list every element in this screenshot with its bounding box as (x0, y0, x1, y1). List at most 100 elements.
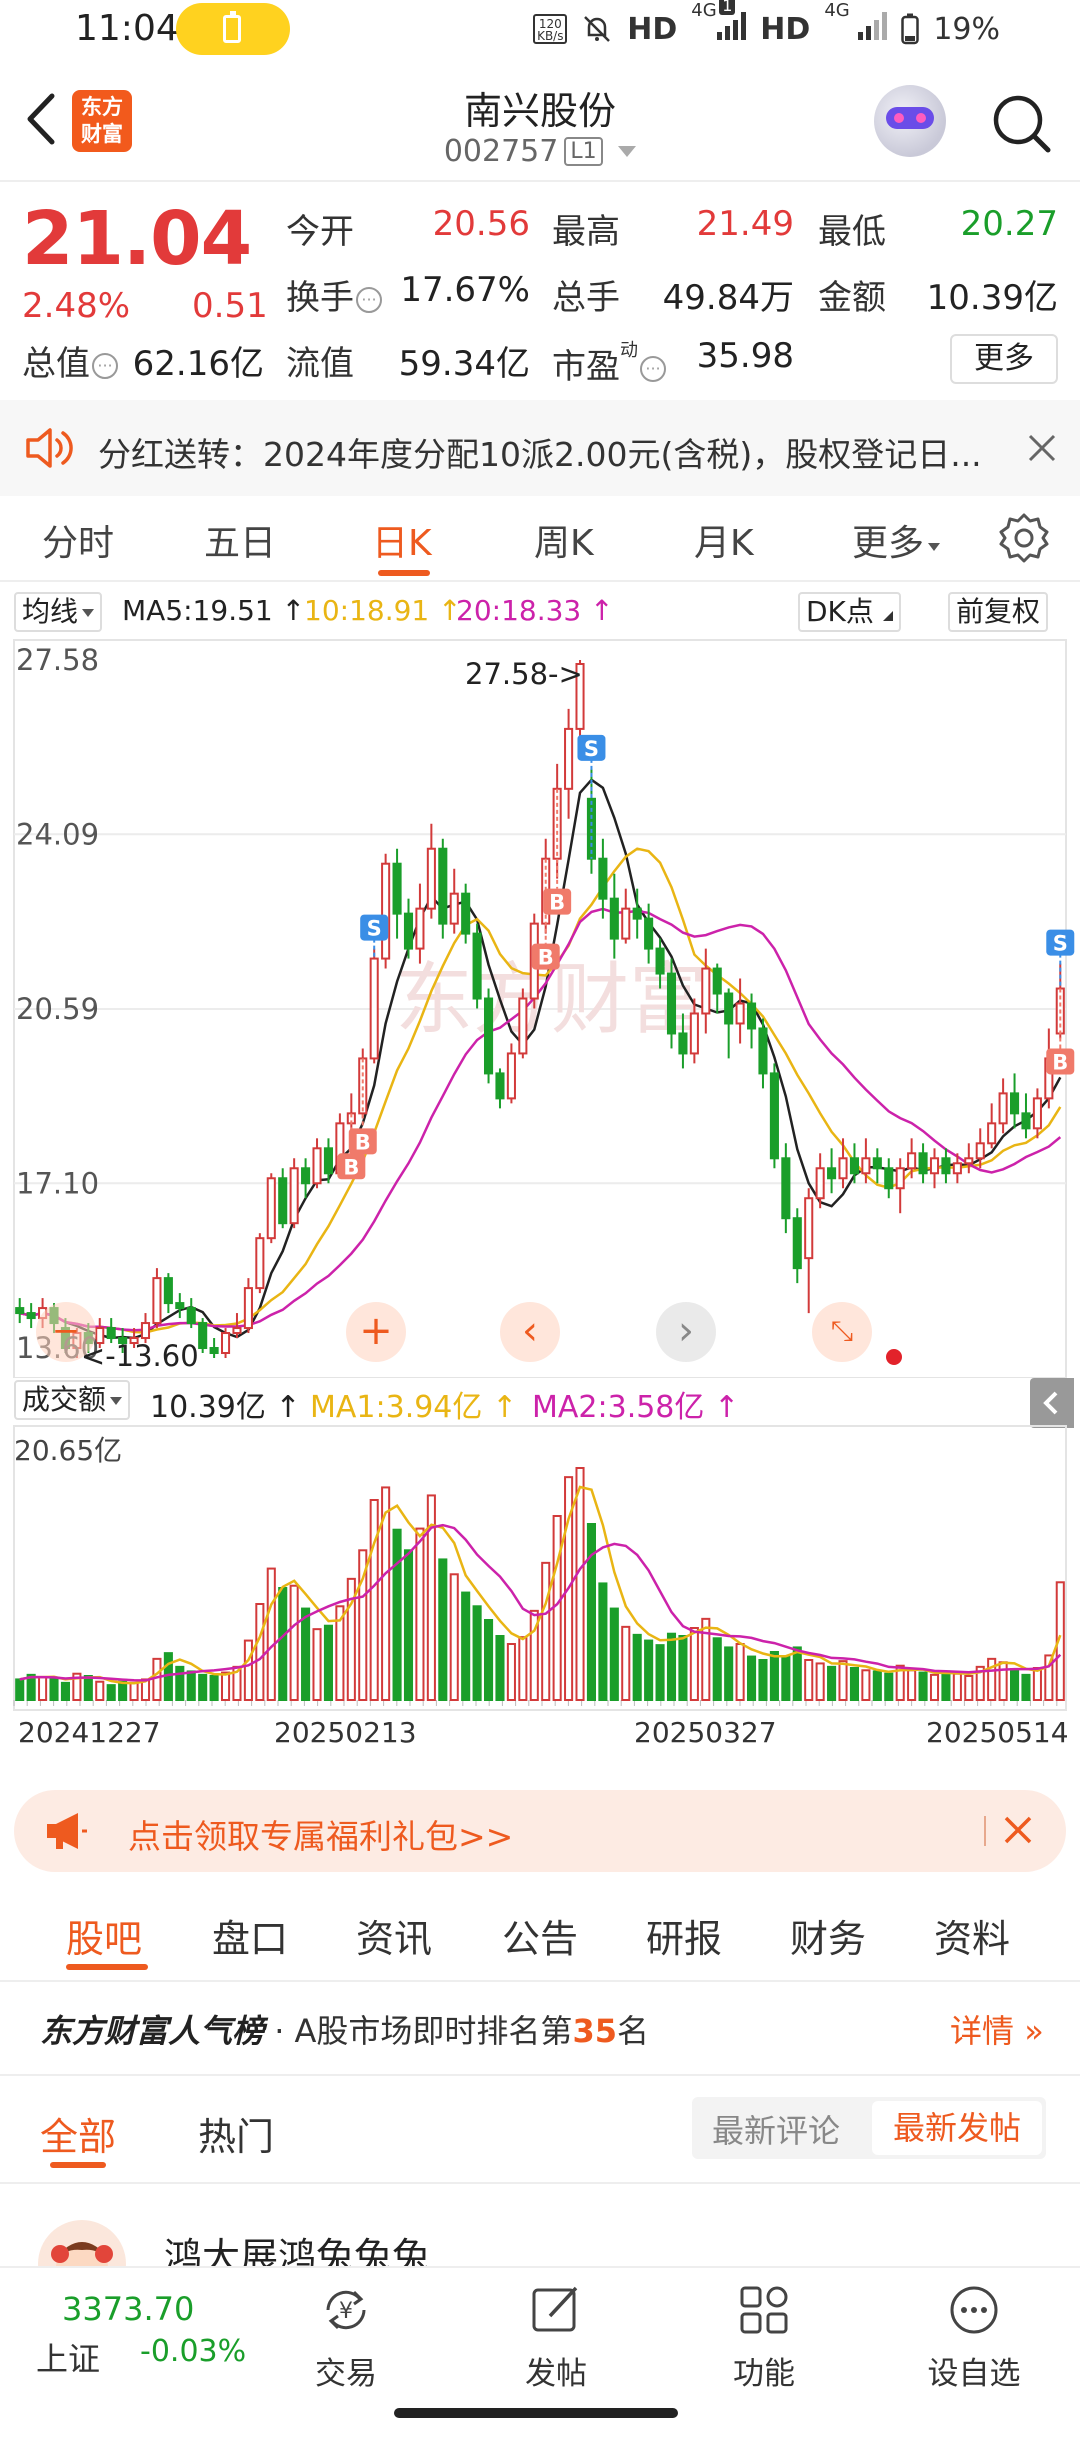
candle (1021, 1112, 1031, 1130)
megaphone-icon (47, 1813, 87, 1849)
back-icon[interactable] (22, 90, 62, 148)
sort-latest-post[interactable]: 最新发帖 (872, 2101, 1042, 2155)
volume-bar-chart: 20.65亿 (13, 1425, 1067, 1711)
status-time: 11:04 (75, 8, 179, 49)
ranking-prefix: · A股市场即时排名第 (274, 2012, 573, 2050)
candle (941, 1157, 951, 1175)
feed-tab-all[interactable]: 全部 (40, 2115, 117, 2159)
sell-signal-marker (1046, 929, 1075, 956)
tab-order-book[interactable]: 盘口 (212, 1917, 289, 1961)
volume-bar (827, 1665, 837, 1702)
search-icon[interactable] (990, 92, 1054, 156)
volume-bar (895, 1664, 905, 1701)
sort-latest-comment[interactable]: 最新评论 (712, 2112, 841, 2150)
battery-charging-icon (223, 11, 241, 43)
content-tabs-divider (0, 1980, 1080, 1982)
tab-daily-k[interactable]: 日K (372, 523, 432, 564)
turnover-label[interactable]: 换手 ··· (286, 270, 382, 319)
low-label: 最低 (818, 212, 886, 252)
signal-letter: B (355, 1130, 371, 1154)
zoom-out-button[interactable]: − (36, 1302, 96, 1362)
y-tick-label: 27.58 (16, 643, 99, 677)
volume-ma2-label: MA2:3.58亿 ↑ (532, 1390, 740, 1425)
open-label: 今开 (286, 212, 354, 252)
volume-bar (655, 1644, 665, 1701)
index-value[interactable]: 3373.70 (62, 2290, 195, 2328)
candle (724, 992, 734, 1025)
volume-bar (426, 1494, 436, 1701)
signal-1-icon (717, 10, 747, 40)
candle (426, 847, 436, 910)
candle (701, 967, 711, 1015)
battery-percent: 19% (933, 11, 1000, 47)
volume-bar (72, 1672, 82, 1701)
promo-separator (984, 1816, 986, 1846)
chevron-down-icon (82, 609, 95, 617)
volume-bar (758, 1659, 768, 1701)
collapse-panel-button[interactable] (1030, 1378, 1074, 1428)
tab-news[interactable]: 资讯 (356, 1917, 433, 1961)
fullscreen-button[interactable]: ⤡ (812, 1302, 872, 1362)
tab-monthly-k[interactable]: 月K (694, 523, 754, 564)
tab-research[interactable]: 研报 (646, 1917, 723, 1961)
gear-icon[interactable] (998, 512, 1050, 564)
tab-more[interactable]: 更多 (852, 514, 941, 566)
adjust-button[interactable]: 前复权 (948, 592, 1049, 632)
volume-bar (678, 1635, 688, 1701)
dividend-banner[interactable] (0, 400, 1080, 496)
nav-features[interactable]: 功能 (694, 2268, 834, 2392)
nav-post[interactable]: 发帖 (486, 2268, 626, 2392)
stock-name: 南兴股份 (463, 89, 616, 133)
stock-code-row[interactable]: 002757 L1 (0, 134, 1080, 169)
volume-bar (301, 1607, 311, 1701)
tab-announcements[interactable]: 公告 (502, 1917, 579, 1961)
candle (506, 1052, 516, 1100)
tab-five-day[interactable]: 五日 (204, 523, 277, 564)
tab-intraday[interactable]: 分时 (42, 523, 115, 564)
zoom-in-button[interactable]: + (346, 1302, 406, 1362)
tab-profile[interactable]: 资料 (934, 1917, 1011, 1961)
live-dot (886, 1349, 902, 1365)
home-indicator[interactable] (394, 2408, 678, 2418)
nav-add-watchlist[interactable]: 设自选 (904, 2268, 1044, 2392)
dk-point-select[interactable]: DK点 (798, 592, 901, 632)
pe-label[interactable]: 市盈动··· (552, 336, 666, 388)
tab-guba[interactable]: 股吧 (66, 1917, 143, 1961)
close-icon[interactable] (1024, 430, 1060, 466)
candle (289, 1167, 299, 1225)
volume-bar (907, 1669, 917, 1702)
candle (461, 892, 471, 935)
scroll-right-button[interactable]: › (656, 1302, 716, 1362)
volume-bar (884, 1672, 894, 1701)
tab-weekly-k[interactable]: 周K (534, 523, 594, 564)
volume-bar (38, 1676, 48, 1701)
scroll-left-button[interactable]: ‹ (500, 1302, 560, 1362)
ranking-detail-link[interactable]: 详情 » (950, 2012, 1044, 2050)
ai-assistant-robot-icon[interactable] (874, 85, 946, 157)
close-icon[interactable] (1000, 1812, 1036, 1848)
status-bar: 11:04 120 KB/s HD 4G 1 HD 4G 19% (0, 0, 1080, 60)
market-cap-label[interactable]: 总值 ··· (22, 336, 118, 385)
nav-trade[interactable]: ¥ 交易 (276, 2268, 416, 2392)
feed-tab-hot[interactable]: 热门 (198, 2115, 275, 2159)
more-quote-button[interactable]: 更多 (950, 334, 1058, 384)
volume-indicator-row: 成交额 10.39亿 ↑ MA1:3.94亿 ↑ MA2:3.58亿 ↑ (14, 1380, 1074, 1425)
volume-bar (529, 1609, 539, 1702)
volume-bar (506, 1643, 516, 1701)
signal-letter: S (584, 737, 599, 761)
market-cap-value: 62.16亿 (132, 344, 264, 384)
popularity-ranking[interactable]: 东方财富人气榜 · A股市场即时排名第35名 (40, 2006, 649, 2052)
index-name[interactable]: 上证 (36, 2340, 101, 2378)
ma-select[interactable]: 均线 (14, 592, 103, 632)
tab-financials[interactable]: 财务 (790, 1917, 867, 1961)
volume-bar (849, 1667, 860, 1701)
promo-banner[interactable] (14, 1790, 1066, 1872)
chevron-down-icon (618, 146, 637, 157)
volume-type-select[interactable]: 成交额 (14, 1380, 131, 1420)
volume-bar (941, 1670, 951, 1702)
nav-trade-label: 交易 (315, 2356, 377, 2392)
volume-bar (666, 1632, 677, 1701)
index-change[interactable]: -0.03% (140, 2334, 247, 2369)
y-tick-label: 17.10 (16, 1166, 99, 1200)
